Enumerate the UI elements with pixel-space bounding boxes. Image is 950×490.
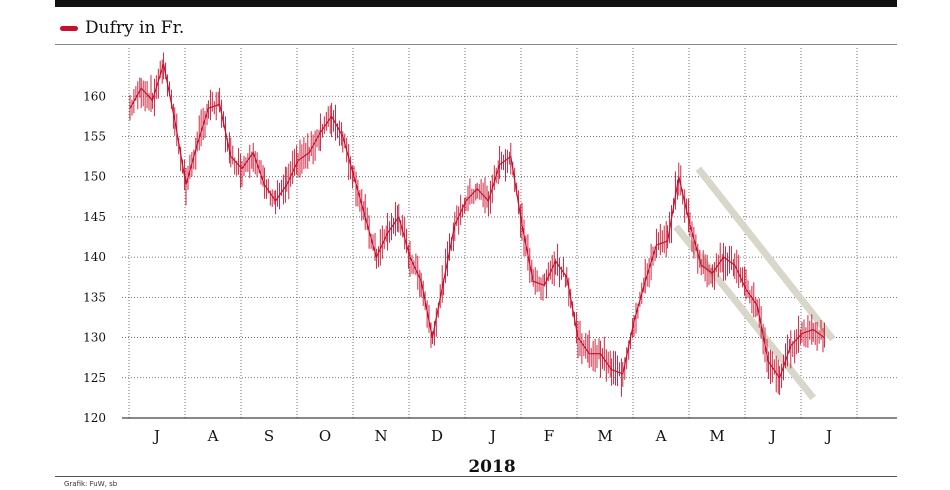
x-tick-label: J [488, 427, 496, 445]
y-tick-label: 150 [83, 170, 106, 184]
y-tick-label: 145 [83, 210, 106, 224]
x-tick-label: A [207, 427, 219, 445]
header-divider [55, 44, 897, 45]
y-tick-label: 160 [83, 89, 106, 103]
x-tick-label: D [431, 427, 443, 445]
x-tick-label: J [824, 427, 832, 445]
x-tick-label: N [374, 427, 387, 445]
trend-channel-line [695, 166, 836, 342]
y-axis: 120 125 130 135 140 145 150 155 160 [83, 89, 106, 425]
x-tick-label: J [152, 427, 160, 445]
y-tick-label: 135 [83, 290, 106, 304]
x-axis-label: 2018 [468, 457, 515, 477]
x-tick-label: O [319, 427, 331, 445]
y-tick-label: 130 [83, 331, 106, 345]
trend-channel [673, 166, 836, 401]
series-group [129, 52, 825, 397]
x-tick-label: S [264, 427, 274, 445]
x-tick-label: J [768, 427, 776, 445]
price-wicks [129, 52, 825, 397]
footer-divider [55, 476, 897, 477]
source-credit: Grafik: FuW, sb [64, 480, 118, 488]
y-tick-label: 155 [83, 129, 106, 143]
y-tick-label: 125 [83, 371, 106, 385]
price-line [129, 63, 825, 380]
y-tick-label: 120 [83, 411, 106, 425]
y-tick-label: 140 [83, 250, 106, 264]
legend-label: Dufry in Fr. [85, 18, 185, 38]
legend: Dufry in Fr. [60, 16, 184, 40]
x-tick-label: M [709, 427, 724, 445]
x-tick-label: F [544, 427, 554, 445]
top-bar [55, 0, 897, 7]
x-tick-label: M [597, 427, 612, 445]
x-tick-label: A [655, 427, 667, 445]
legend-swatch [60, 25, 78, 31]
